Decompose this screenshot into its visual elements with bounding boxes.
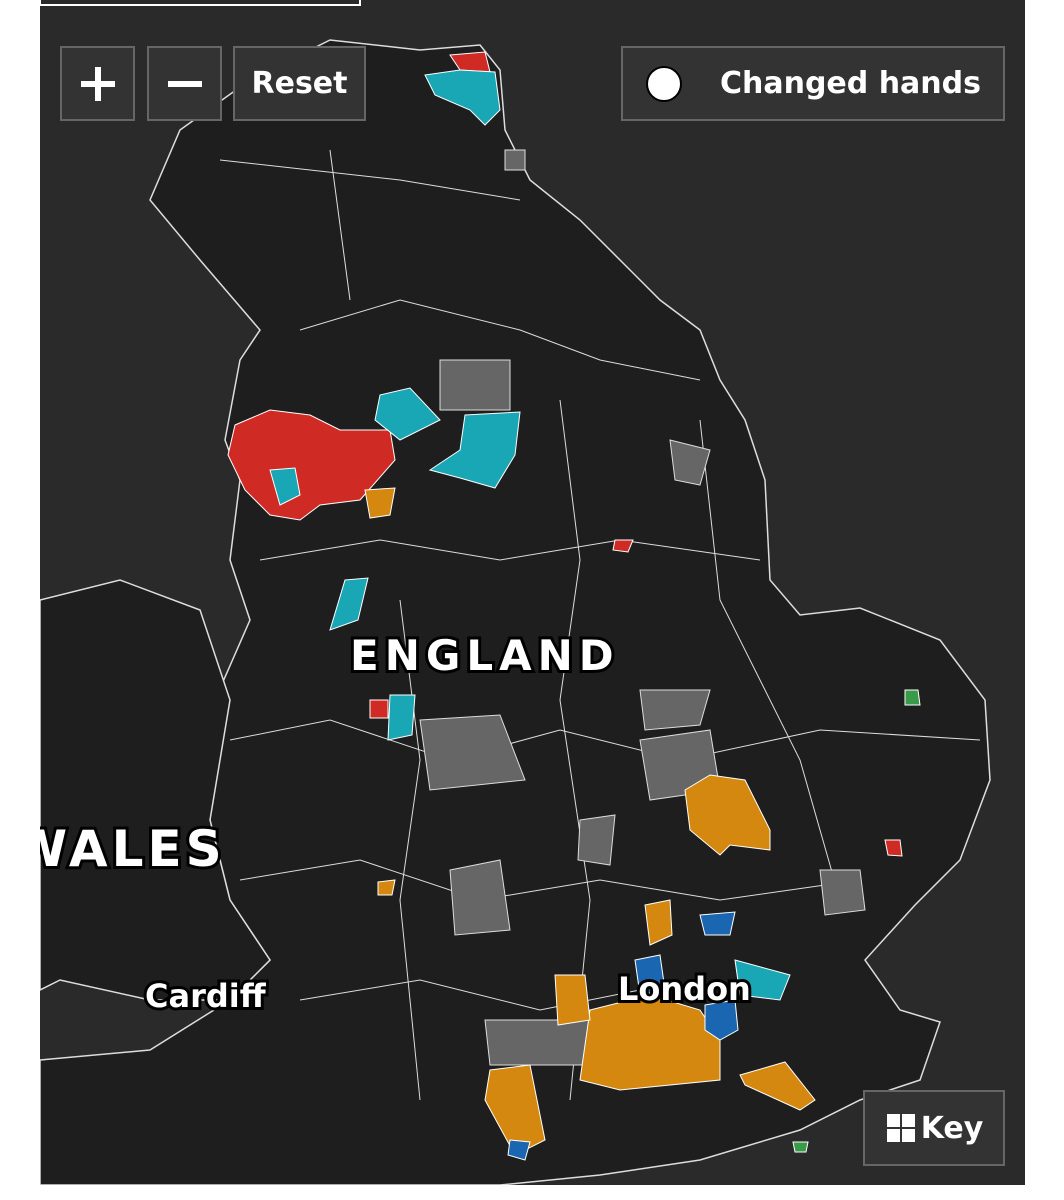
country-label: WALES bbox=[12, 820, 226, 878]
map-area: ENGLAND WALES Cardiff London bbox=[12, 0, 1025, 1185]
key-icon bbox=[886, 1114, 915, 1142]
key-button[interactable]: Key bbox=[863, 1090, 1005, 1166]
boundaries bbox=[219, 149, 981, 1101]
toggle-icon bbox=[646, 65, 682, 102]
country-label: ENGLAND bbox=[350, 631, 620, 680]
plus-icon bbox=[80, 66, 115, 101]
wales-land bbox=[40, 579, 271, 1001]
top-box bbox=[39, 0, 361, 6]
key-label: Key bbox=[920, 1110, 984, 1146]
land bbox=[40, 39, 991, 1185]
party-areas bbox=[227, 51, 921, 1161]
city-label: London bbox=[618, 970, 751, 1008]
zoom-out-button[interactable] bbox=[147, 46, 222, 121]
changed-hands-toggle[interactable]: Changed hands bbox=[621, 46, 1005, 121]
zoom-in-button[interactable] bbox=[60, 46, 135, 121]
reset-button[interactable]: Reset bbox=[233, 46, 366, 121]
toggle-label: Changed hands bbox=[719, 66, 981, 101]
city-label: Cardiff bbox=[145, 977, 267, 1015]
minus-icon bbox=[167, 80, 202, 87]
